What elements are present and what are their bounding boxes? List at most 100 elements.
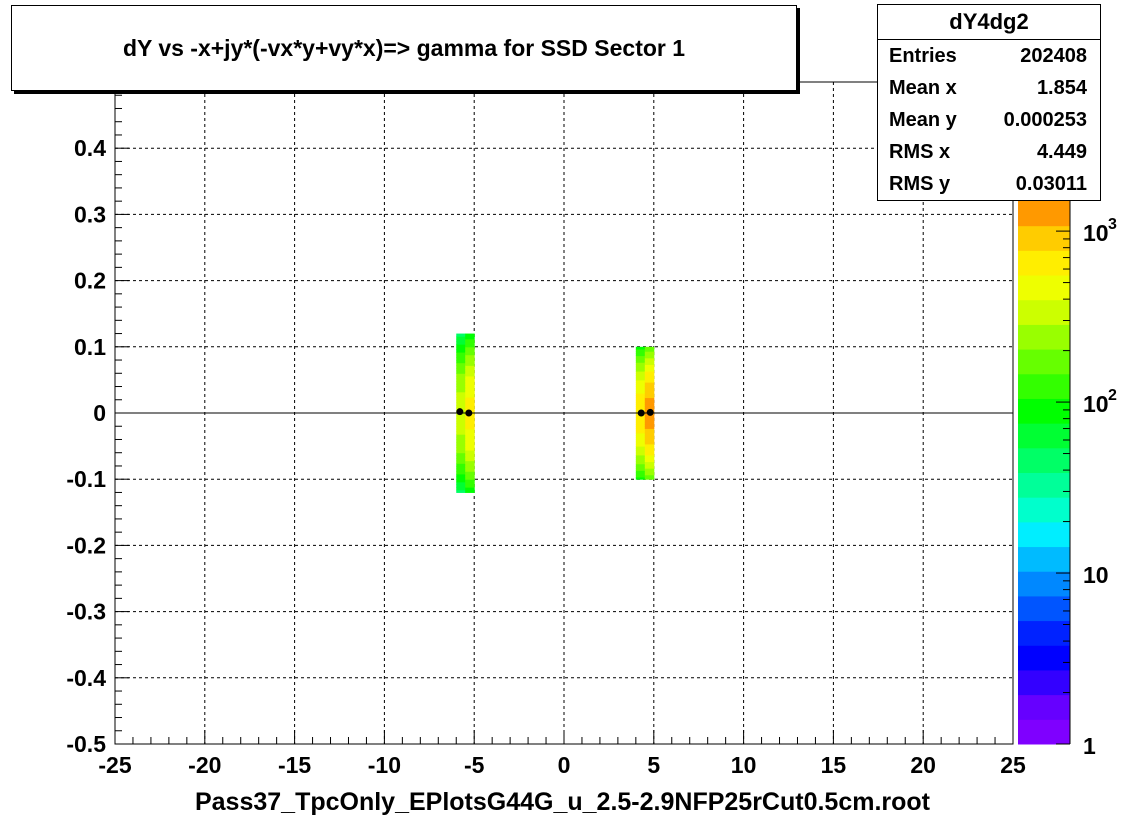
heatmap-cell <box>644 470 655 474</box>
palette-cell <box>1018 201 1070 227</box>
palette-cell <box>1018 620 1070 646</box>
heatmap-cell <box>644 474 655 478</box>
heatmap-cell <box>465 447 475 451</box>
stats-row-rms-x: RMS x 4.449 <box>878 136 1100 168</box>
heatmap-cell <box>644 463 655 467</box>
y-tick-label: 0 <box>93 400 106 426</box>
heatmap-cell <box>635 463 646 467</box>
heatmap-cell <box>456 489 466 493</box>
heatmap-cell <box>456 479 466 483</box>
heatmap-cell <box>456 357 466 361</box>
y-tick-label: 0.3 <box>74 201 106 227</box>
y-tick-label: 0.4 <box>74 135 106 161</box>
heatmap-cell <box>644 395 655 399</box>
heatmap-cell <box>465 428 475 433</box>
heatmap-cell <box>465 399 475 403</box>
heatmap-cell <box>465 481 475 485</box>
heatmap-cell <box>644 355 655 359</box>
stats-label: Mean x <box>889 77 957 99</box>
heatmap-cell <box>644 351 655 354</box>
y-tick-label: -0.1 <box>66 466 106 492</box>
heatmap-cell <box>635 450 646 454</box>
heatmap-cell <box>635 346 646 350</box>
heatmap-cell <box>644 415 655 418</box>
heatmap-cell <box>456 394 466 398</box>
heatmap-cell <box>465 484 475 488</box>
profile-point <box>646 408 654 416</box>
heatmap-cell <box>465 391 475 395</box>
heatmap-cell <box>456 484 466 488</box>
stats-value: 4.449 <box>1036 141 1087 163</box>
heatmap-cell <box>635 360 646 363</box>
palette-label-exponent: 3 <box>1108 216 1117 233</box>
heatmap-cell <box>635 399 646 403</box>
heatmap-cell <box>456 338 466 343</box>
heatmap-cell <box>456 399 466 403</box>
heatmap-cell <box>635 353 646 357</box>
heatmap-cell <box>635 424 646 427</box>
heatmap-cell <box>635 355 646 359</box>
heatmap-cell <box>644 465 655 469</box>
heatmap-cell <box>465 357 475 361</box>
heatmap-cell <box>456 431 466 435</box>
stats-row-mean-y: Mean y 0.000253 <box>878 104 1100 136</box>
heatmap-cell <box>635 415 646 418</box>
heatmap-cell <box>644 346 655 350</box>
heatmap-cell <box>644 360 655 363</box>
heatmap-cell <box>465 333 475 337</box>
heatmap-cell <box>456 405 466 409</box>
heatmap-cell <box>635 472 646 476</box>
palette-label: 10 <box>1083 391 1109 417</box>
heatmap-cell <box>635 404 646 407</box>
heatmap-cell <box>465 378 475 382</box>
heatmap-cell <box>465 434 475 438</box>
heatmap-cell <box>644 443 655 447</box>
palette-cell <box>1018 546 1070 572</box>
title-box: dY vs -x+jy*(-vx*y+vy*x)=> gamma for SSD… <box>11 5 797 91</box>
heatmap-cell <box>465 418 475 422</box>
heatmap-cell <box>456 346 466 350</box>
palette-cell <box>1018 497 1070 523</box>
heatmap-cell <box>456 381 466 385</box>
heatmap-cell <box>456 476 466 480</box>
heatmap-cell <box>456 354 466 358</box>
heatmap-cell <box>465 354 475 358</box>
palette-cell <box>1018 349 1070 375</box>
heatmap-cell <box>644 419 655 423</box>
heatmap-cell <box>456 349 466 353</box>
heatmap-cell <box>465 420 475 425</box>
heatmap-cell <box>465 436 475 440</box>
palette-cell <box>1018 423 1070 449</box>
heatmap-cell <box>635 426 646 429</box>
heatmap-cell <box>465 444 475 448</box>
heatmap-cell <box>465 389 475 393</box>
palette-label: 1 <box>1083 733 1096 759</box>
heatmap-cell <box>644 382 655 385</box>
heatmap-cell <box>465 439 475 443</box>
x-axis-title: Pass37_TpcOnly_EPlotsG44G_u_2.5-2.9NFP25… <box>194 788 931 816</box>
heatmap-cell <box>644 401 655 405</box>
palette-cell <box>1018 694 1070 720</box>
heatmap-cell <box>635 470 646 474</box>
heatmap-cell <box>644 426 655 429</box>
palette-cell <box>1018 447 1070 473</box>
heatmap-cell <box>644 384 655 388</box>
heatmap-cell <box>456 426 466 430</box>
palette-cell <box>1018 250 1070 276</box>
stats-value: 0.000253 <box>1003 109 1087 131</box>
stats-label: Mean y <box>889 109 957 131</box>
heatmap-cell <box>456 402 466 406</box>
heatmap-cell <box>644 468 655 471</box>
heatmap-cell <box>465 375 475 380</box>
heatmap-cell <box>635 448 646 452</box>
heatmap-cell <box>465 367 475 372</box>
palette-cell <box>1018 373 1070 399</box>
heatmap-cell <box>456 362 466 366</box>
y-tick-label: 0.2 <box>74 268 106 294</box>
x-tick-label: 15 <box>821 752 847 778</box>
heatmap-cell <box>456 423 466 427</box>
heatmap-cell <box>635 439 646 443</box>
heatmap-cell <box>456 389 466 393</box>
heatmap-cell <box>456 383 466 388</box>
